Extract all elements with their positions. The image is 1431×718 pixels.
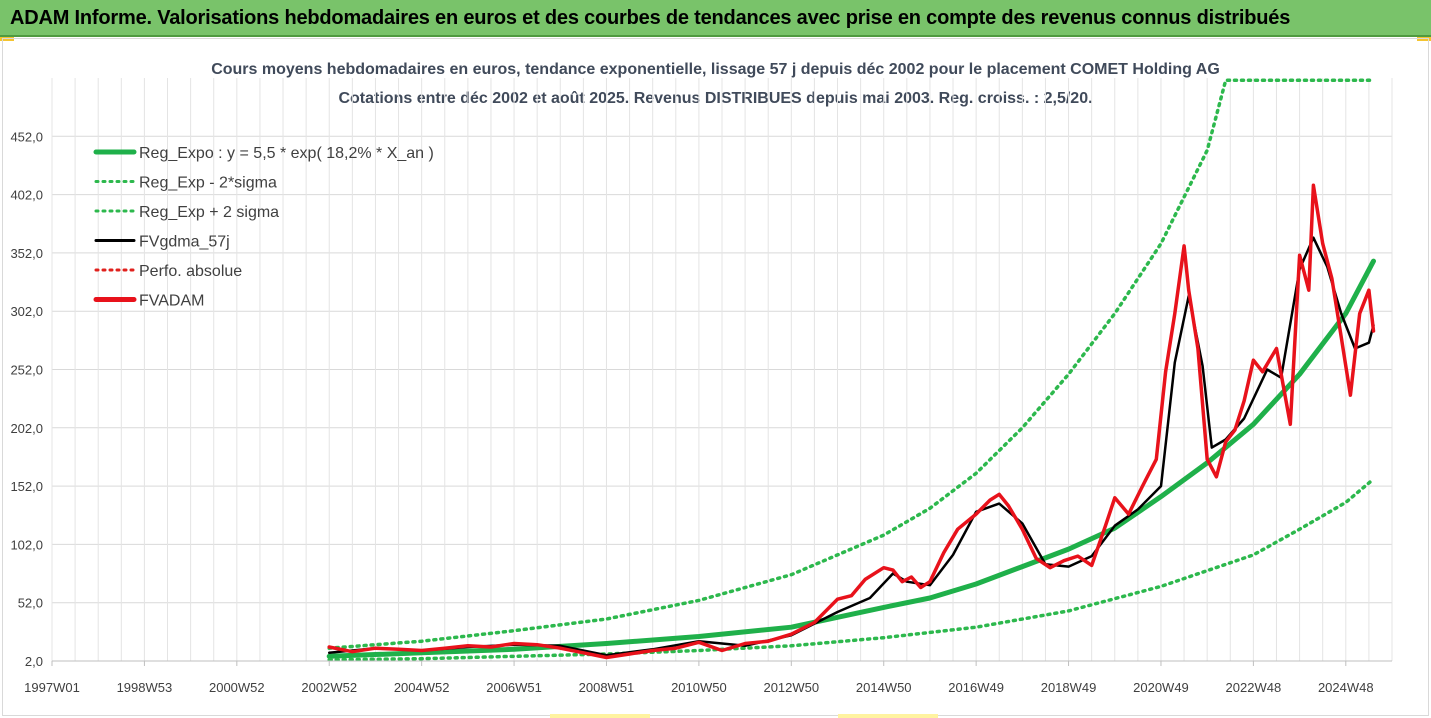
series-fvadam-line <box>327 183 1376 660</box>
corner-mark-right <box>1417 37 1431 41</box>
corner-mark-left <box>0 37 14 41</box>
x-tick-label: 2018W49 <box>1041 680 1097 695</box>
y-tick-label: 452,0 <box>10 129 43 144</box>
x-tick-label: 2020W49 <box>1133 680 1189 695</box>
y-tick-label: 302,0 <box>10 304 43 319</box>
legend-label: Perfo. absolue <box>139 263 242 280</box>
y-tick-label: 52,0 <box>18 596 43 611</box>
chart-title: Cours moyens hebdomadaires en euros, ten… <box>211 61 1220 78</box>
title-banner: ADAM Informe. Valorisations hebdomadaire… <box>0 0 1431 37</box>
x-tick-label: 2004W52 <box>394 680 450 695</box>
bottom-tab-left <box>550 714 650 718</box>
y-tick-label: 2,0 <box>25 654 43 669</box>
x-tick-label: 2024W48 <box>1318 680 1374 695</box>
series-reg-minus-sigma-line <box>327 477 1376 662</box>
y-tick-label: 152,0 <box>10 479 43 494</box>
legend-label: FVADAM <box>139 293 204 310</box>
series-fvgdma-line <box>327 236 1375 657</box>
legend-label: FVgdma_57j <box>139 234 230 251</box>
grid-layer <box>51 78 1393 662</box>
x-tick-label: 2014W50 <box>856 680 912 695</box>
series-reg-expo-line <box>326 258 1376 659</box>
series-layer <box>326 78 1376 662</box>
series-reg-plus-sigma-line <box>327 78 1376 650</box>
x-tick-label: 2002W52 <box>301 680 357 695</box>
chart-frame <box>2 38 1429 716</box>
chart-subtitle: Cotations entre déc 2002 et août 2025. R… <box>338 90 1093 107</box>
y-tick-label: 352,0 <box>10 246 43 261</box>
x-tick-label: 2010W50 <box>671 680 727 695</box>
legend-label: Reg_Expo : y = 5,5 * exp( 18,2% * X_an ) <box>139 145 434 162</box>
y-tick-label: 202,0 <box>10 421 43 436</box>
y-tick-label: 402,0 <box>10 188 43 203</box>
x-tick-label: 1997W01 <box>24 680 80 695</box>
x-tick-label: 2008W51 <box>579 680 635 695</box>
bottom-tab-right <box>838 714 938 718</box>
legend: Reg_Expo : y = 5,5 * exp( 18,2% * X_an )… <box>93 145 434 310</box>
x-tick-label: 2006W51 <box>486 680 542 695</box>
axis-layer: 2,0 52,0 102,0 152,0 202,0 252,0 302,0 352,0 402… <box>10 129 1392 695</box>
x-tick-label: 2022W48 <box>1226 680 1282 695</box>
x-tick-label: 2012W50 <box>763 680 819 695</box>
x-tick-label: 2016W49 <box>948 680 1004 695</box>
legend-label: Reg_Exp - 2*sigma <box>139 175 277 192</box>
banner-title: ADAM Informe. Valorisations hebdomadaire… <box>10 7 1291 29</box>
y-tick-label: 102,0 <box>10 537 43 552</box>
y-tick-label: 252,0 <box>10 363 43 378</box>
x-tick-label: 2000W52 <box>209 680 265 695</box>
legend-label: Reg_Exp + 2 sigma <box>139 204 279 221</box>
x-tick-label: 1998W53 <box>117 680 173 695</box>
